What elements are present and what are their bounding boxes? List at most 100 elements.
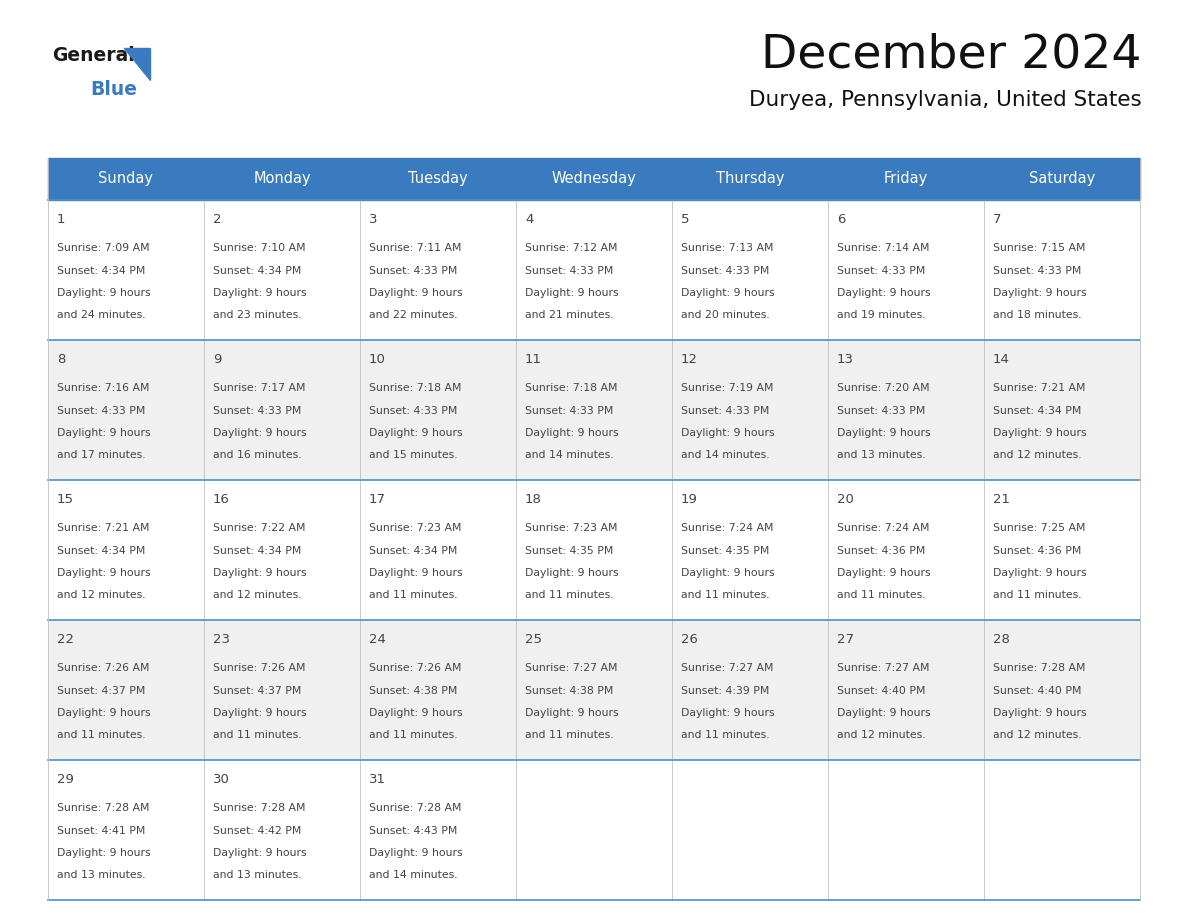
Text: Daylight: 9 hours: Daylight: 9 hours [213,848,307,858]
Text: 3: 3 [369,213,378,226]
Text: Sunrise: 7:09 AM: Sunrise: 7:09 AM [57,243,150,253]
Text: and 11 minutes.: and 11 minutes. [369,731,457,741]
Text: Daylight: 9 hours: Daylight: 9 hours [369,428,462,438]
Text: 14: 14 [993,353,1010,366]
Text: Sunrise: 7:14 AM: Sunrise: 7:14 AM [838,243,929,253]
Text: December 2024: December 2024 [762,33,1142,78]
Text: Sunset: 4:33 PM: Sunset: 4:33 PM [369,406,457,416]
Text: Duryea, Pennsylvania, United States: Duryea, Pennsylvania, United States [750,90,1142,110]
Text: Daylight: 9 hours: Daylight: 9 hours [993,568,1087,578]
Text: 7: 7 [993,213,1001,226]
Text: Sunrise: 7:10 AM: Sunrise: 7:10 AM [213,243,305,253]
Text: Daylight: 9 hours: Daylight: 9 hours [993,708,1087,718]
Text: Sunset: 4:33 PM: Sunset: 4:33 PM [525,406,613,416]
Text: Sunset: 4:38 PM: Sunset: 4:38 PM [369,686,457,696]
Text: 21: 21 [993,493,1010,506]
Text: Blue: Blue [90,80,137,99]
Text: Sunrise: 7:27 AM: Sunrise: 7:27 AM [681,663,773,673]
Bar [48,158,1140,200]
Text: General: General [52,46,134,65]
Text: Sunrise: 7:27 AM: Sunrise: 7:27 AM [525,663,618,673]
Text: and 17 minutes.: and 17 minutes. [57,451,146,461]
Text: Sunrise: 7:16 AM: Sunrise: 7:16 AM [57,383,150,393]
Text: and 12 minutes.: and 12 minutes. [993,731,1081,741]
Text: and 12 minutes.: and 12 minutes. [57,590,146,600]
Text: Sunrise: 7:22 AM: Sunrise: 7:22 AM [213,523,305,533]
Text: Daylight: 9 hours: Daylight: 9 hours [681,568,775,578]
Text: Sunset: 4:37 PM: Sunset: 4:37 PM [57,686,145,696]
Text: Sunrise: 7:21 AM: Sunrise: 7:21 AM [993,383,1086,393]
Text: and 13 minutes.: and 13 minutes. [838,451,925,461]
Text: and 14 minutes.: and 14 minutes. [681,451,770,461]
Text: Daylight: 9 hours: Daylight: 9 hours [525,708,619,718]
Text: Sunset: 4:35 PM: Sunset: 4:35 PM [681,545,770,555]
Text: Sunset: 4:40 PM: Sunset: 4:40 PM [838,686,925,696]
Text: Daylight: 9 hours: Daylight: 9 hours [525,288,619,298]
Text: Daylight: 9 hours: Daylight: 9 hours [525,428,619,438]
Text: Sunset: 4:34 PM: Sunset: 4:34 PM [57,545,145,555]
Text: 20: 20 [838,493,854,506]
Text: Sunrise: 7:27 AM: Sunrise: 7:27 AM [838,663,929,673]
Text: and 15 minutes.: and 15 minutes. [369,451,457,461]
Text: Sunrise: 7:28 AM: Sunrise: 7:28 AM [57,803,150,813]
Text: 25: 25 [525,633,542,646]
Text: Sunset: 4:41 PM: Sunset: 4:41 PM [57,825,145,835]
Text: Daylight: 9 hours: Daylight: 9 hours [213,428,307,438]
Text: Daylight: 9 hours: Daylight: 9 hours [213,708,307,718]
Text: and 14 minutes.: and 14 minutes. [525,451,614,461]
Text: Sunset: 4:39 PM: Sunset: 4:39 PM [681,686,770,696]
Text: and 21 minutes.: and 21 minutes. [525,310,614,320]
Text: Daylight: 9 hours: Daylight: 9 hours [681,288,775,298]
Text: Daylight: 9 hours: Daylight: 9 hours [681,708,775,718]
Text: and 13 minutes.: and 13 minutes. [57,870,146,880]
Text: Daylight: 9 hours: Daylight: 9 hours [369,708,462,718]
Text: Thursday: Thursday [715,172,784,186]
Text: 23: 23 [213,633,230,646]
Text: Sunrise: 7:26 AM: Sunrise: 7:26 AM [213,663,305,673]
Text: and 14 minutes.: and 14 minutes. [369,870,457,880]
Text: 22: 22 [57,633,74,646]
Text: and 11 minutes.: and 11 minutes. [838,590,925,600]
Text: and 12 minutes.: and 12 minutes. [993,451,1081,461]
Text: and 11 minutes.: and 11 minutes. [525,590,614,600]
Text: Daylight: 9 hours: Daylight: 9 hours [369,568,462,578]
Text: 8: 8 [57,353,65,366]
Bar [48,340,1140,480]
Text: Sunrise: 7:17 AM: Sunrise: 7:17 AM [213,383,305,393]
Text: Daylight: 9 hours: Daylight: 9 hours [838,568,930,578]
Text: Sunrise: 7:18 AM: Sunrise: 7:18 AM [369,383,461,393]
Text: Daylight: 9 hours: Daylight: 9 hours [57,568,151,578]
Text: 1: 1 [57,213,65,226]
Text: 6: 6 [838,213,846,226]
Text: and 18 minutes.: and 18 minutes. [993,310,1081,320]
Text: 16: 16 [213,493,229,506]
Text: Sunset: 4:34 PM: Sunset: 4:34 PM [993,406,1081,416]
Text: Sunrise: 7:11 AM: Sunrise: 7:11 AM [369,243,461,253]
Text: Daylight: 9 hours: Daylight: 9 hours [57,848,151,858]
Text: and 11 minutes.: and 11 minutes. [681,590,770,600]
Text: Sunrise: 7:23 AM: Sunrise: 7:23 AM [369,523,461,533]
Text: Daylight: 9 hours: Daylight: 9 hours [57,288,151,298]
Text: and 11 minutes.: and 11 minutes. [213,731,302,741]
Text: and 11 minutes.: and 11 minutes. [993,590,1081,600]
Bar [48,620,1140,760]
Text: Sunset: 4:33 PM: Sunset: 4:33 PM [838,406,925,416]
Text: and 12 minutes.: and 12 minutes. [838,731,925,741]
Text: Saturday: Saturday [1029,172,1095,186]
Text: Sunrise: 7:28 AM: Sunrise: 7:28 AM [369,803,461,813]
Text: 2: 2 [213,213,221,226]
Text: and 23 minutes.: and 23 minutes. [213,310,302,320]
Text: Daylight: 9 hours: Daylight: 9 hours [213,568,307,578]
Text: Daylight: 9 hours: Daylight: 9 hours [369,848,462,858]
Text: Sunset: 4:33 PM: Sunset: 4:33 PM [369,265,457,275]
Text: 19: 19 [681,493,697,506]
Text: 11: 11 [525,353,542,366]
Text: Sunset: 4:35 PM: Sunset: 4:35 PM [525,545,613,555]
Bar [48,760,1140,900]
Text: 5: 5 [681,213,689,226]
Text: Sunset: 4:34 PM: Sunset: 4:34 PM [213,265,302,275]
Text: Daylight: 9 hours: Daylight: 9 hours [993,428,1087,438]
Text: and 24 minutes.: and 24 minutes. [57,310,146,320]
Text: Sunrise: 7:28 AM: Sunrise: 7:28 AM [213,803,305,813]
Text: Sunday: Sunday [99,172,153,186]
